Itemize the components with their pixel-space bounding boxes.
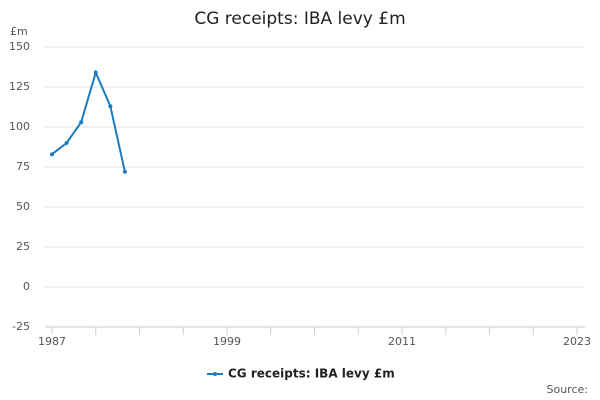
y-axis-unit: £m xyxy=(10,25,28,38)
point xyxy=(50,152,54,157)
legend-swatch-point xyxy=(213,372,217,376)
y-tick-label: 100 xyxy=(9,120,30,133)
point xyxy=(122,169,127,174)
point xyxy=(79,120,84,125)
chart-title: CG receipts: IBA levy £m xyxy=(194,9,405,29)
line xyxy=(51,69,126,173)
y-tick-label: 50 xyxy=(16,200,30,213)
point xyxy=(93,70,98,75)
source: Source: xyxy=(547,383,589,396)
x-tick-label: 2011 xyxy=(388,335,416,348)
x-tick-label: 1987 xyxy=(38,335,66,348)
y-tick-label: 0 xyxy=(23,280,30,293)
legend-label: CG receipts: IBA levy £m xyxy=(228,367,395,381)
x-tick-label: 1999 xyxy=(213,335,241,348)
y-tick-label: 150 xyxy=(9,40,30,53)
y-tick-label: 75 xyxy=(16,160,30,173)
point xyxy=(108,104,113,109)
y-tick-label: -25 xyxy=(12,320,30,333)
y-tick-label: 125 xyxy=(9,80,30,93)
y-tick-label: 25 xyxy=(16,240,30,253)
x-tick-label: 2023 xyxy=(563,335,591,348)
point xyxy=(64,141,69,145)
